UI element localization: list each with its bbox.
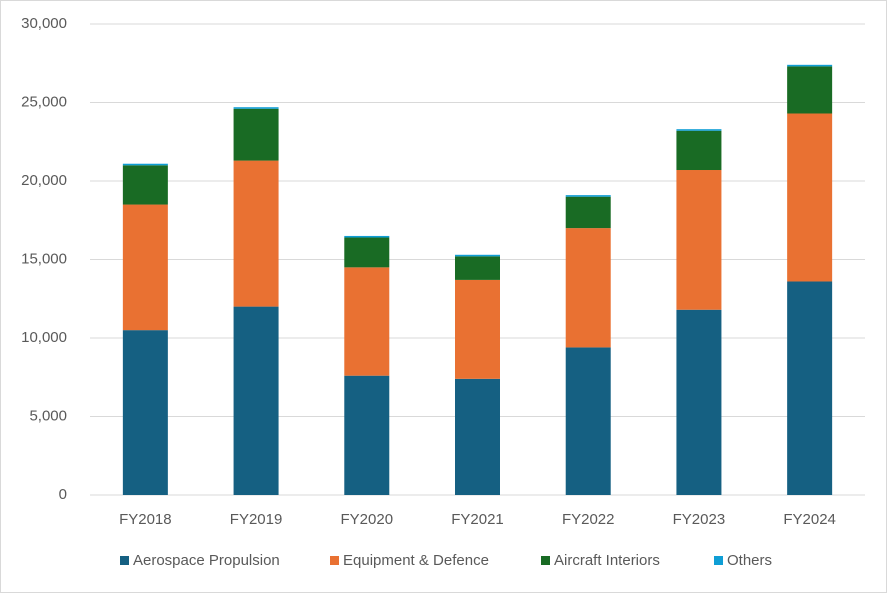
bar-segment	[787, 64, 833, 67]
legend-label: Others	[727, 552, 772, 569]
x-tick-label: FY2022	[562, 511, 615, 528]
bar-segment	[455, 279, 500, 379]
legend-swatch	[330, 556, 339, 565]
bar-segment	[565, 228, 611, 348]
legend-swatch	[541, 556, 550, 565]
bar-segment	[455, 256, 500, 280]
x-tick-label: FY2024	[783, 511, 836, 528]
bar-segment	[787, 113, 833, 282]
legend-swatch	[120, 556, 129, 565]
bar-segment	[344, 237, 390, 268]
bar-segment	[344, 375, 390, 495]
x-tick-label: FY2021	[451, 511, 504, 528]
y-tick-label: 25,000	[21, 93, 67, 110]
bar-segment	[233, 108, 279, 161]
bar-segment	[122, 330, 168, 495]
bar-segment	[676, 130, 722, 171]
bar-segment	[565, 195, 611, 197]
x-tick-label: FY2023	[673, 511, 726, 528]
bar-segment	[676, 129, 722, 131]
legend-label: Equipment & Defence	[343, 552, 489, 569]
x-tick-label: FY2020	[341, 511, 394, 528]
y-tick-label: 5,000	[29, 407, 67, 424]
y-tick-label: 20,000	[21, 172, 67, 189]
bar-segment	[565, 347, 611, 495]
x-tick-label: FY2019	[230, 511, 283, 528]
bar-segment	[233, 107, 279, 109]
bar-segment	[233, 306, 279, 495]
y-tick-label: 10,000	[21, 329, 67, 346]
bar-segment	[344, 267, 390, 376]
y-tick-label: 0	[59, 486, 67, 503]
x-tick-label: FY2018	[119, 511, 172, 528]
legend-label: Aerospace Propulsion	[133, 552, 280, 569]
bar-segment	[787, 66, 833, 114]
legend-label: Aircraft Interiors	[554, 552, 660, 569]
y-tick-label: 30,000	[21, 15, 67, 32]
legend-swatch	[714, 556, 723, 565]
y-tick-label: 15,000	[21, 250, 67, 267]
bar-segment	[455, 378, 500, 495]
bar-segment	[122, 204, 168, 331]
bar-segment	[122, 165, 168, 205]
bar-segment	[344, 235, 390, 238]
bar-segment	[676, 309, 722, 495]
bar-segment	[565, 196, 611, 229]
bar-segment	[676, 170, 722, 310]
bar-segment	[233, 160, 279, 307]
bar-segment	[122, 163, 168, 166]
bar-segment	[787, 281, 833, 495]
bar-segment	[455, 254, 500, 257]
